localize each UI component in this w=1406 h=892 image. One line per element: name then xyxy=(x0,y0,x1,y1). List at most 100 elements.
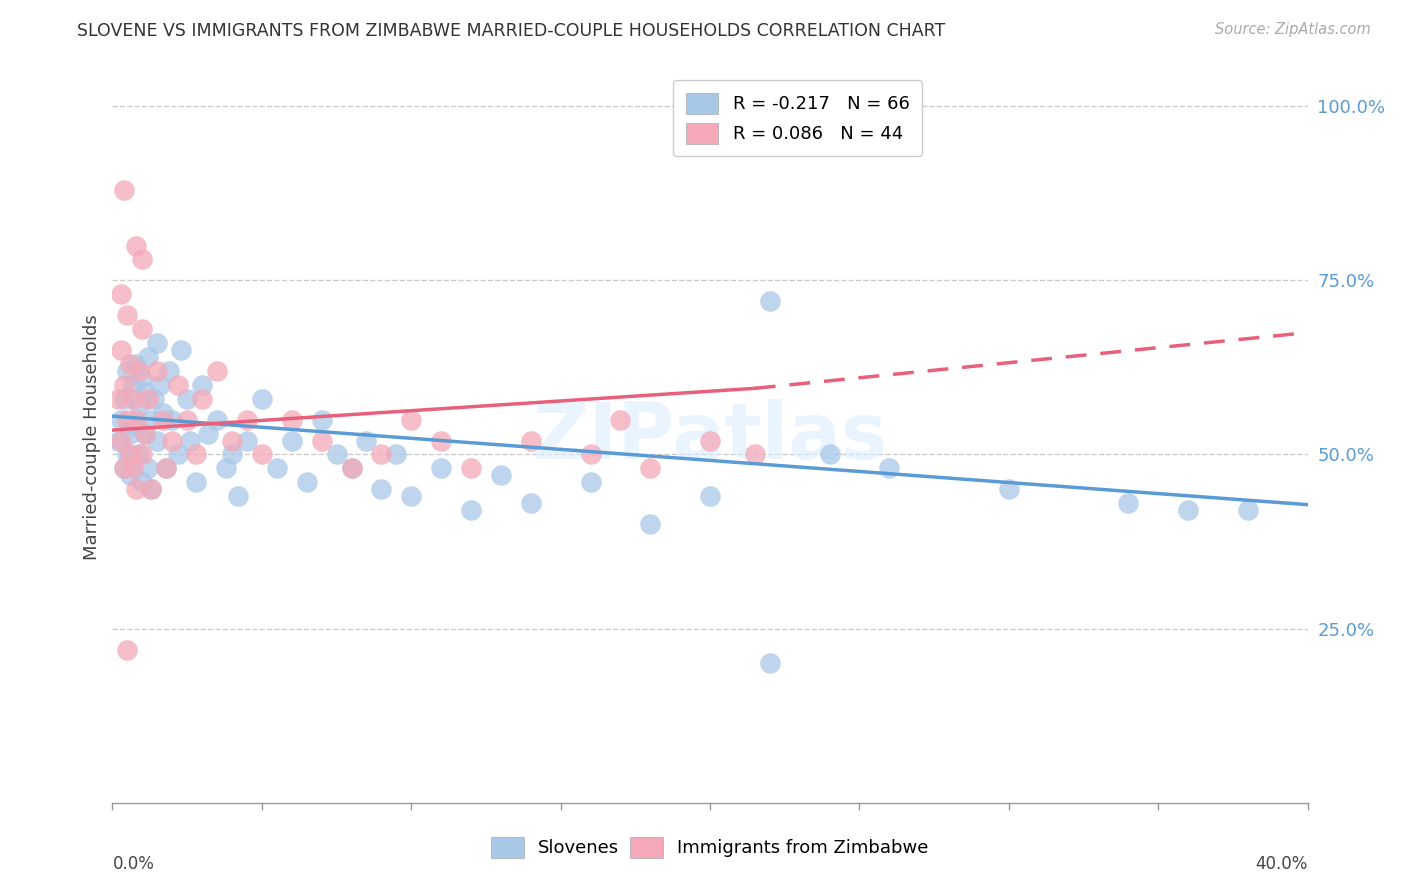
Point xyxy=(385,448,408,462)
Point xyxy=(122,392,145,406)
Point xyxy=(110,343,132,357)
Point xyxy=(155,461,177,475)
Point xyxy=(125,238,148,252)
Point xyxy=(226,489,249,503)
Point xyxy=(205,364,228,378)
Point xyxy=(131,252,153,267)
Point xyxy=(340,461,363,475)
Point xyxy=(143,392,166,406)
Point xyxy=(266,461,288,475)
Point xyxy=(370,448,392,462)
Point xyxy=(236,412,259,426)
Point xyxy=(125,483,148,497)
Point xyxy=(117,412,139,426)
Text: SLOVENE VS IMMIGRANTS FROM ZIMBABWE MARRIED-COUPLE HOUSEHOLDS CORRELATION CHART: SLOVENE VS IMMIGRANTS FROM ZIMBABWE MARR… xyxy=(77,22,946,40)
Point xyxy=(131,475,153,490)
Point xyxy=(114,392,135,406)
Point xyxy=(114,183,135,197)
Point xyxy=(110,434,132,448)
Point xyxy=(197,426,219,441)
Point xyxy=(170,343,193,357)
Point xyxy=(236,434,259,448)
Point xyxy=(120,448,142,462)
Point xyxy=(179,434,201,448)
Point xyxy=(609,412,631,426)
Text: 0.0%: 0.0% xyxy=(112,855,155,873)
Point xyxy=(107,434,129,448)
Point xyxy=(125,412,148,426)
Point xyxy=(1237,503,1260,517)
Point xyxy=(401,489,423,503)
Point xyxy=(149,377,172,392)
Point xyxy=(176,392,198,406)
Point xyxy=(110,287,132,301)
Point xyxy=(162,412,183,426)
Point xyxy=(311,412,333,426)
Point xyxy=(281,434,304,448)
Point xyxy=(146,364,169,378)
Point xyxy=(122,461,145,475)
Point xyxy=(114,461,135,475)
Point xyxy=(818,448,841,462)
Point xyxy=(131,448,153,462)
Point xyxy=(460,461,482,475)
Point xyxy=(520,434,543,448)
Point xyxy=(640,517,662,532)
Point xyxy=(879,461,901,475)
Point xyxy=(186,448,208,462)
Point xyxy=(125,419,148,434)
Point xyxy=(162,434,183,448)
Point xyxy=(128,399,150,413)
Point xyxy=(138,392,160,406)
Point xyxy=(699,489,721,503)
Point xyxy=(117,308,139,322)
Point xyxy=(579,475,602,490)
Point xyxy=(110,412,132,426)
Point xyxy=(131,371,153,385)
Point xyxy=(134,384,156,399)
Point xyxy=(250,392,273,406)
Point xyxy=(141,483,163,497)
Point xyxy=(138,350,160,364)
Point xyxy=(122,454,145,468)
Point xyxy=(759,657,782,671)
Point xyxy=(340,461,363,475)
Point xyxy=(430,434,453,448)
Text: 40.0%: 40.0% xyxy=(1256,855,1308,873)
Point xyxy=(489,468,512,483)
Point xyxy=(401,412,423,426)
Point xyxy=(221,448,243,462)
Text: Source: ZipAtlas.com: Source: ZipAtlas.com xyxy=(1215,22,1371,37)
Point xyxy=(117,642,139,657)
Point xyxy=(744,448,766,462)
Point xyxy=(138,461,160,475)
Text: ZIPatlas: ZIPatlas xyxy=(533,399,887,475)
Point xyxy=(114,461,135,475)
Point xyxy=(152,412,174,426)
Point xyxy=(250,448,273,462)
Point xyxy=(120,357,142,371)
Y-axis label: Married-couple Households: Married-couple Households xyxy=(83,314,101,560)
Point xyxy=(1118,496,1140,510)
Point xyxy=(311,434,333,448)
Legend: Slovenes, Immigrants from Zimbabwe: Slovenes, Immigrants from Zimbabwe xyxy=(482,828,938,867)
Point xyxy=(117,448,139,462)
Point xyxy=(325,448,347,462)
Point xyxy=(759,294,782,309)
Point xyxy=(146,434,169,448)
Point xyxy=(430,461,453,475)
Point xyxy=(120,468,142,483)
Point xyxy=(370,483,392,497)
Point xyxy=(141,412,163,426)
Point xyxy=(191,392,214,406)
Point xyxy=(134,426,156,441)
Point xyxy=(520,496,543,510)
Point xyxy=(998,483,1021,497)
Point xyxy=(146,336,169,351)
Point xyxy=(579,448,602,462)
Point xyxy=(699,434,721,448)
Point xyxy=(186,475,208,490)
Point xyxy=(141,483,163,497)
Point xyxy=(176,412,198,426)
Point xyxy=(460,503,482,517)
